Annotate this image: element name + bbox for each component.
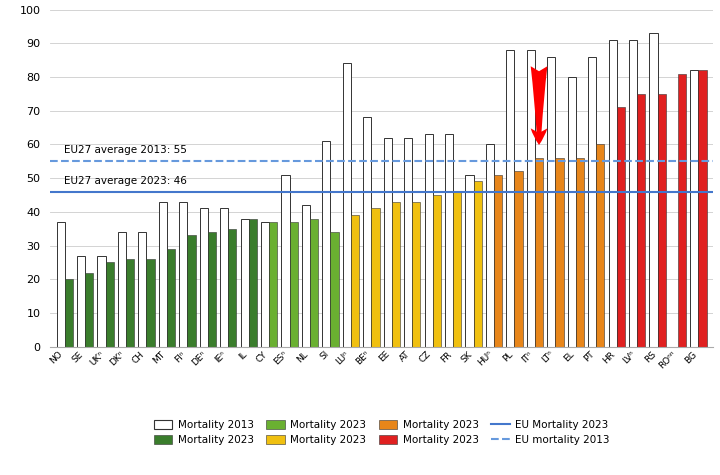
Bar	[678, 74, 686, 347]
Bar	[425, 134, 433, 347]
Bar	[384, 138, 392, 347]
Bar	[567, 77, 576, 347]
Bar	[608, 40, 617, 347]
Bar	[474, 181, 482, 347]
Bar	[167, 249, 175, 347]
Bar	[515, 171, 523, 347]
Bar	[576, 158, 584, 347]
Bar	[57, 222, 65, 347]
Bar	[649, 33, 657, 347]
Bar	[445, 134, 453, 347]
Bar	[629, 40, 637, 347]
Bar	[413, 202, 420, 347]
Bar	[690, 70, 698, 347]
Bar	[372, 209, 379, 347]
Bar	[199, 209, 208, 347]
Bar	[486, 144, 494, 347]
Bar	[146, 259, 155, 347]
Bar	[302, 205, 310, 347]
Bar	[351, 215, 359, 347]
Bar	[343, 64, 351, 347]
Bar	[208, 232, 216, 347]
Bar	[637, 94, 645, 347]
Bar	[555, 158, 564, 347]
Bar	[433, 195, 441, 347]
Bar	[330, 232, 338, 347]
Bar	[240, 218, 248, 347]
Bar	[77, 256, 85, 347]
Bar	[158, 202, 167, 347]
Bar	[453, 191, 462, 347]
Bar	[596, 144, 605, 347]
Bar	[323, 141, 330, 347]
Bar	[118, 232, 126, 347]
Bar	[527, 50, 535, 347]
Bar	[261, 222, 269, 347]
Bar	[494, 175, 503, 347]
Bar	[310, 218, 318, 347]
Legend: Mortality 2013, Mortality 2023, Mortality 2023, Mortality 2023, Mortality 2023, : Mortality 2013, Mortality 2023, Mortalit…	[150, 416, 613, 449]
Bar	[392, 202, 400, 347]
Bar	[106, 262, 114, 347]
Bar	[617, 107, 625, 347]
Bar	[506, 50, 515, 347]
Bar	[179, 202, 187, 347]
Bar	[97, 256, 106, 347]
Bar	[404, 138, 413, 347]
Bar	[535, 158, 543, 347]
Bar	[126, 259, 134, 347]
Bar	[248, 218, 257, 347]
Bar	[65, 279, 73, 347]
Bar	[289, 222, 298, 347]
Bar	[282, 175, 289, 347]
Bar	[220, 209, 228, 347]
Bar	[269, 222, 277, 347]
Bar	[588, 57, 596, 347]
Bar	[363, 117, 372, 347]
Text: EU27 average 2023: 46: EU27 average 2023: 46	[63, 176, 186, 186]
Bar	[657, 94, 666, 347]
Bar	[547, 57, 555, 347]
Bar	[85, 273, 94, 347]
Text: EU27 average 2013: 55: EU27 average 2013: 55	[63, 145, 186, 155]
Bar	[138, 232, 146, 347]
Bar	[698, 70, 706, 347]
Bar	[228, 228, 236, 347]
Bar	[187, 236, 196, 347]
Bar	[465, 175, 474, 347]
